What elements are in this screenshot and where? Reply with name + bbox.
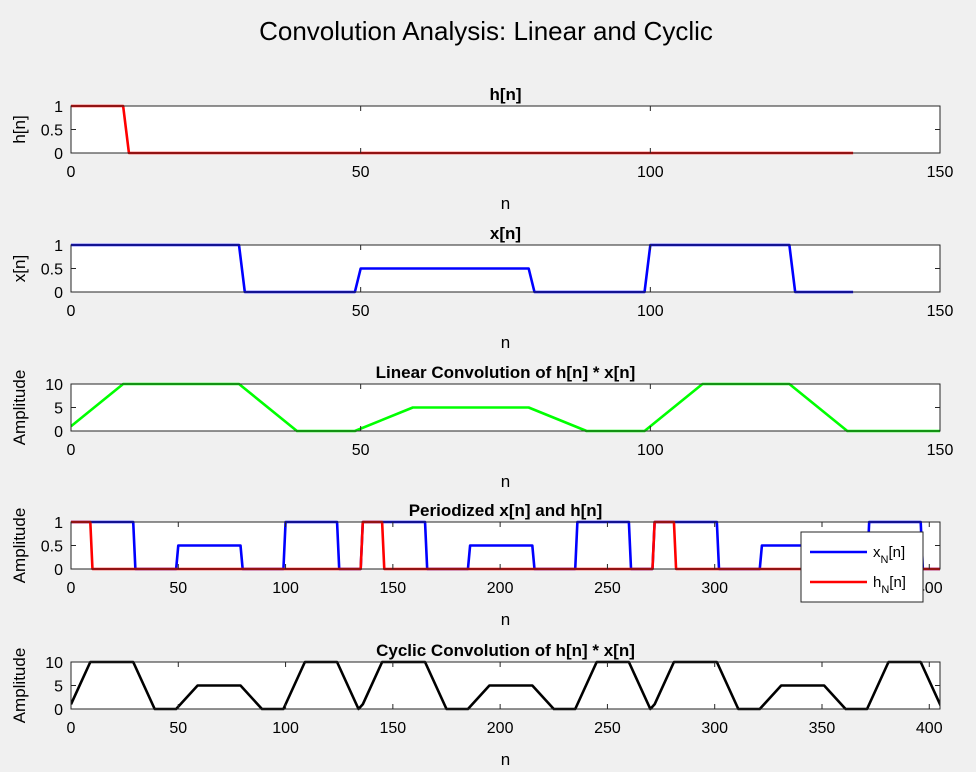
x-axis-label: n [501, 194, 510, 213]
x-tick-label: 0 [67, 580, 76, 597]
y-tick-label: 0 [54, 146, 63, 163]
series-line-2 [71, 520, 940, 571]
x-tick-label: 150 [927, 442, 954, 459]
subplot-title: Cyclic Convolution of h[n] * x[n] [376, 641, 635, 660]
x-tick-label: 200 [487, 580, 514, 597]
y-axis-label: x[n] [10, 255, 29, 282]
y-tick-label: 10 [45, 377, 63, 394]
y-axis-label: Amplitude [10, 648, 29, 724]
y-tick-label: 0 [54, 285, 63, 302]
subplot-title: Periodized x[n] and h[n] [409, 501, 603, 520]
x-tick-label: 0 [67, 164, 76, 181]
y-tick-label: 1 [54, 515, 63, 532]
y-tick-label: 0 [54, 424, 63, 441]
x-tick-label: 300 [701, 720, 728, 737]
x-tick-label: 250 [594, 720, 621, 737]
x-tick-label: 0 [67, 442, 76, 459]
x-axis-label: n [501, 472, 510, 491]
y-tick-label: 1 [54, 238, 63, 255]
x-tick-label: 50 [352, 164, 370, 181]
x-tick-label: 100 [272, 720, 299, 737]
y-axis-label: Amplitude [10, 370, 29, 446]
y-tick-label: 5 [54, 679, 63, 696]
subplot-title: h[n] [489, 85, 521, 104]
x-tick-label: 200 [487, 720, 514, 737]
x-tick-label: 100 [637, 164, 664, 181]
x-tick-label: 250 [594, 580, 621, 597]
figure-title: Convolution Analysis: Linear and Cyclic [259, 16, 713, 46]
y-axis-label: h[n] [10, 115, 29, 143]
y-tick-label: 5 [54, 401, 63, 418]
y-tick-label: 0 [54, 702, 63, 719]
x-tick-label: 0 [67, 303, 76, 320]
subplot-3: 0 50 100 150 0 5 10 Linear Convolution of h[n] … [10, 363, 953, 491]
x-tick-label: 150 [927, 303, 954, 320]
legend-entry: xN[n] [873, 544, 905, 566]
plot-area [71, 106, 940, 153]
y-axis-label: Amplitude [10, 508, 29, 584]
x-tick-label: 100 [637, 303, 664, 320]
x-tick-label: 150 [380, 580, 407, 597]
y-tick-label: 0.5 [41, 539, 63, 556]
y-tick-label: 0.5 [41, 262, 63, 279]
subplot-title: x[n] [490, 224, 521, 243]
x-tick-label: 100 [637, 442, 664, 459]
x-axis-label: n [501, 610, 510, 629]
legend-entry: hN[n] [873, 574, 906, 596]
y-tick-label: 0 [54, 562, 63, 579]
subplot-1: 0 50 100 150 0 0.5 1 h[n] n h[n] [10, 85, 953, 213]
x-tick-label: 50 [352, 442, 370, 459]
x-tick-label: 50 [169, 580, 187, 597]
x-tick-label: 50 [169, 720, 187, 737]
y-tick-label: 0.5 [41, 123, 63, 140]
x-tick-label: 100 [272, 580, 299, 597]
x-tick-label: 0 [67, 720, 76, 737]
x-tick-label: 300 [701, 580, 728, 597]
subplot-5: 0 50 100 150 200 250 300 350 400 0 5 10 Cyclic Convo… [10, 641, 943, 769]
x-tick-label: 50 [352, 303, 370, 320]
subplot-title: Linear Convolution of h[n] * x[n] [376, 363, 636, 382]
legend-box [800, 531, 924, 603]
x-tick-label: 350 [809, 720, 836, 737]
x-tick-label: 150 [380, 720, 407, 737]
subplot-2: 0 50 100 150 0 0.5 1 x[n] n x[n] [10, 224, 953, 352]
x-axis-label: n [501, 333, 510, 352]
subplot-4: 05010015020025030035040000.51Periodized … [10, 501, 943, 629]
x-tick-label: 400 [916, 720, 943, 737]
legend: xN[n] hN[n] [800, 531, 924, 603]
y-tick-label: 10 [45, 655, 63, 672]
series-line-1 [71, 660, 940, 711]
y-tick-label: 1 [54, 99, 63, 116]
x-axis-label: n [501, 750, 510, 769]
series-line-1 [71, 243, 854, 294]
x-tick-label: 150 [927, 164, 954, 181]
